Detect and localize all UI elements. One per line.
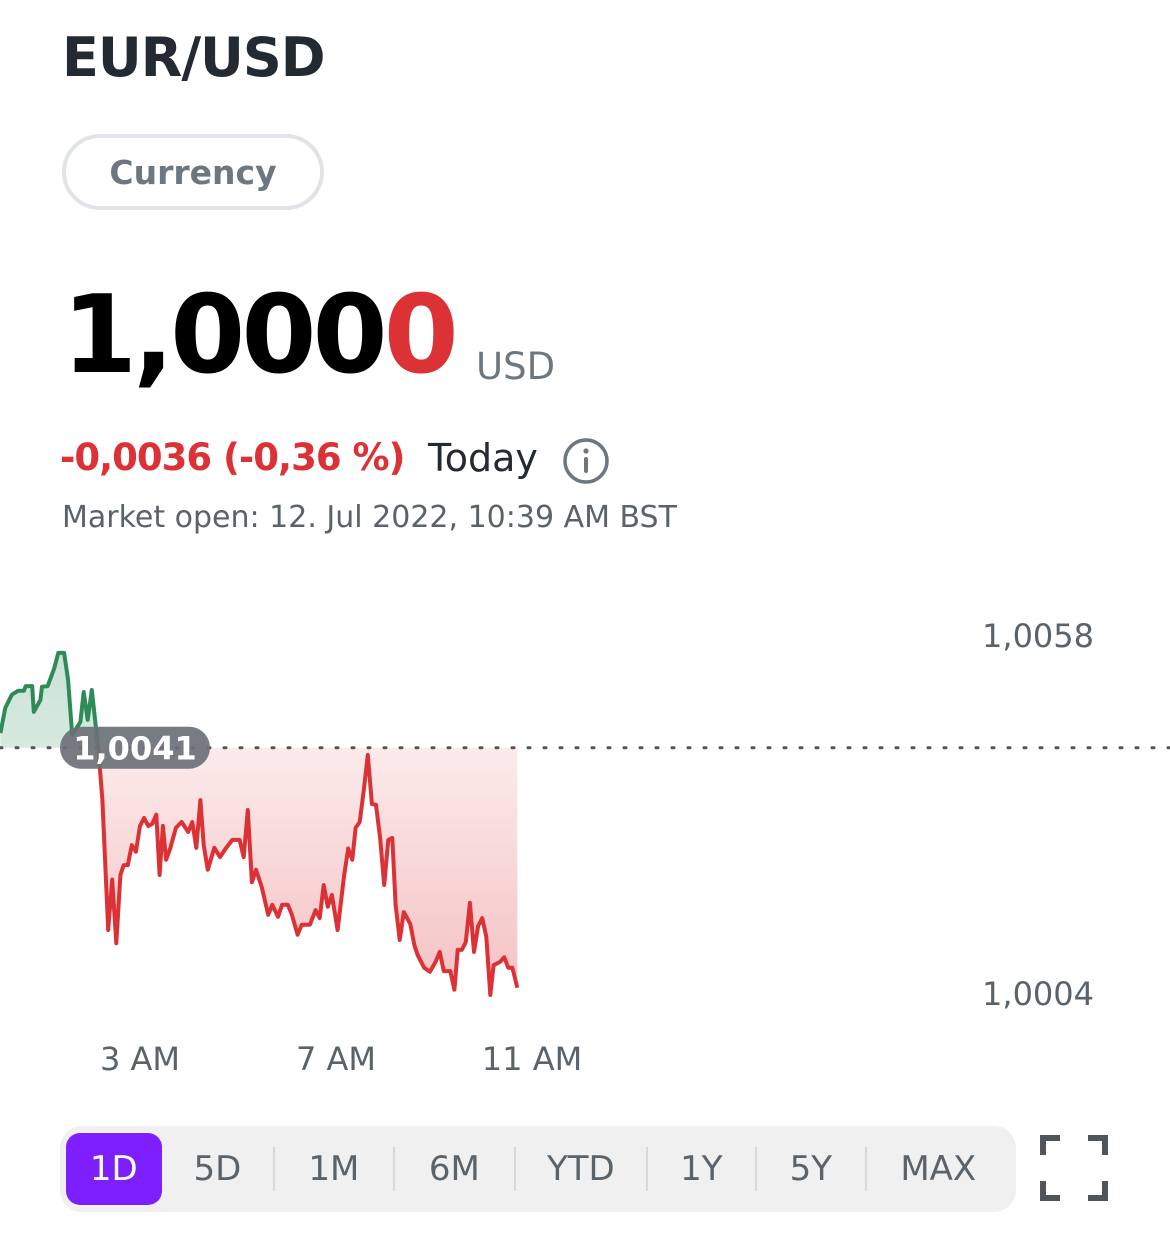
x-axis-label: 3 AM [100,1040,180,1078]
previous-close-label: 1,0041 [60,726,210,769]
range-option-1d[interactable]: 1D [66,1133,162,1205]
x-axis-label: 7 AM [296,1040,376,1078]
range-divider [392,1147,395,1191]
y-axis-label: 1,0004 [982,975,1094,1013]
period-label: Today [428,436,538,480]
previous-close-value: 1,0041 [73,730,196,768]
range-option-1y[interactable]: 1Y [680,1149,723,1189]
price: 1,0000 [62,282,459,390]
range-divider [755,1147,758,1191]
price-changed-digit: 0 [383,273,459,398]
x-axis-label: 11 AM [482,1040,582,1078]
market-status: Market open: 12. Jul 2022, 10:39 AM BST [62,500,677,535]
area-below-close [98,747,518,995]
range-option-5d[interactable]: 5D [193,1149,242,1189]
info-circle-icon[interactable] [562,437,610,485]
range-divider [514,1147,517,1191]
range-divider [273,1147,276,1191]
price-line-up [0,650,101,748]
range-option-6m[interactable]: 6M [428,1149,480,1189]
category-pill[interactable]: Currency [62,134,324,210]
range-option-ytd[interactable]: YTD [546,1149,615,1189]
price-main: 1,000 [62,273,388,398]
range-option-1m[interactable]: 1M [308,1149,360,1189]
range-divider [645,1147,648,1191]
range-divider [864,1147,867,1191]
price-change: -0,0036 (-0,36 %) [60,436,405,479]
fullscreen-icon[interactable] [1040,1135,1108,1201]
area-above-close [0,652,518,748]
y-axis-label: 1,0058 [982,617,1094,655]
range-selector: 1D 5D 1M 6M YTD 1Y 5Y MAX [60,1126,1016,1212]
price-chart[interactable]: 1,0041 1,0058 1,0004 3 AM 7 AM 11 AM [0,0,1170,1100]
range-option-5y[interactable]: 5Y [789,1149,833,1189]
range-option-max[interactable]: MAX [900,1149,977,1189]
page-title: EUR/USD [62,26,326,89]
price-unit: USD [476,345,556,388]
price-line-down [96,747,520,997]
